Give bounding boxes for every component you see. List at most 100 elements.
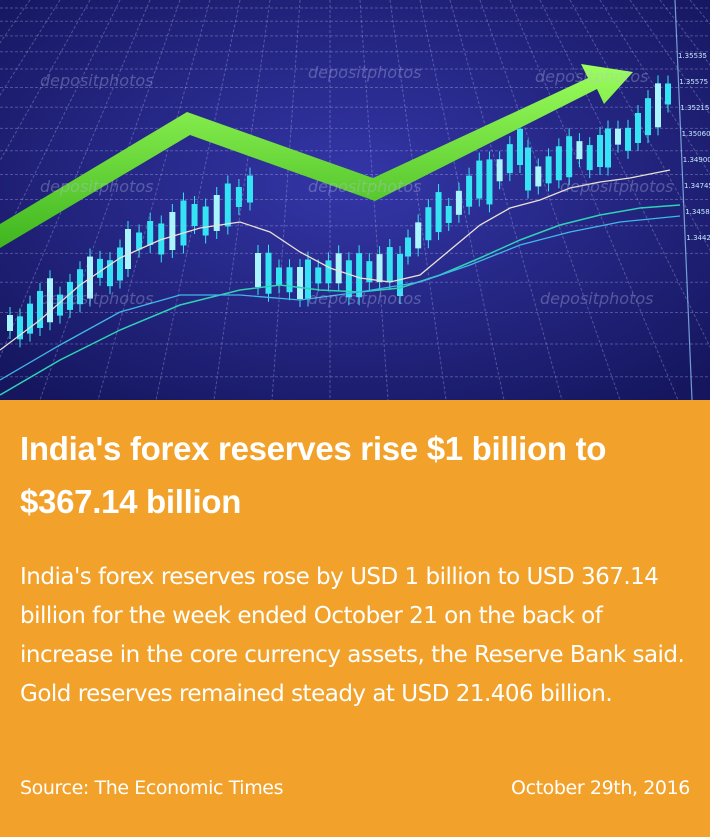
candle-body xyxy=(67,281,73,310)
candle-body xyxy=(665,83,671,105)
candle-body xyxy=(386,247,393,283)
grid-line-vertical xyxy=(0,0,121,247)
grid-line-vertical xyxy=(509,0,679,400)
candle-body xyxy=(397,254,403,296)
candle-body xyxy=(566,136,573,178)
price-scale: 1.35535 1.35575 1.35215 1.35060 1.34900 1.347… xyxy=(674,0,710,400)
grid-line-vertical xyxy=(389,0,447,400)
candle-body xyxy=(555,146,562,181)
watermark-text: depositphotos xyxy=(308,289,421,308)
candle-body xyxy=(57,294,63,316)
candle-body xyxy=(435,192,442,233)
candle-body xyxy=(335,253,342,284)
candle-body xyxy=(180,200,187,246)
grid-line-vertical xyxy=(539,0,710,349)
candle-body xyxy=(615,128,621,145)
moving-average-line-cyan xyxy=(0,215,681,381)
grid-line-vertical xyxy=(39,0,181,400)
candle-body xyxy=(265,252,272,294)
candle-body xyxy=(405,237,411,257)
publish-date: October 29th, 2016 xyxy=(511,777,690,799)
candle-body xyxy=(169,212,176,250)
candle-body xyxy=(147,221,154,245)
candle-body xyxy=(297,267,303,299)
candle-body xyxy=(345,260,352,298)
candle-body xyxy=(7,315,13,331)
candle-body xyxy=(625,127,631,151)
grid-line-vertical xyxy=(213,0,271,400)
article-panel: India's forex reserves rise $1 billion t… xyxy=(0,400,710,837)
candle-body xyxy=(597,135,603,167)
candle-body xyxy=(415,222,422,249)
watermark-text: depositphotos xyxy=(560,177,673,196)
candle-body xyxy=(255,253,261,287)
candle-body xyxy=(47,278,53,323)
article-body: India's forex reserves rose by USD 1 bil… xyxy=(20,564,685,707)
candle-body xyxy=(476,160,483,199)
candle-body xyxy=(27,303,33,334)
candle-body xyxy=(525,147,531,191)
candle-body xyxy=(305,259,311,299)
grid-line-vertical xyxy=(569,0,710,252)
candle-body xyxy=(224,183,231,227)
stock-chart-illustration: 1.35535 1.35575 1.35215 1.35060 1.34900 1.347… xyxy=(0,0,710,400)
candle-body xyxy=(445,205,452,223)
candle-body xyxy=(286,267,293,293)
candle-body xyxy=(17,316,23,340)
candle-body xyxy=(486,159,493,205)
candle-body xyxy=(455,190,462,215)
footer: Source: The Economic Times October 29th,… xyxy=(20,777,690,799)
candle-body xyxy=(191,204,198,226)
candle-body xyxy=(107,260,113,287)
headline: India's forex reserves rise $1 billion t… xyxy=(20,430,607,520)
moving-average-line-teal xyxy=(0,204,681,396)
candle-body xyxy=(97,258,103,278)
grid-line-vertical xyxy=(271,0,301,400)
scale-tick-label: 1.35535 xyxy=(678,52,707,60)
candle-body xyxy=(202,206,209,236)
candle-body xyxy=(276,267,282,286)
candle-body xyxy=(235,187,242,207)
candle-body xyxy=(605,128,611,168)
candle-body xyxy=(506,144,513,174)
scale-tick-label: 1.35060 xyxy=(682,130,710,138)
candle-body xyxy=(77,269,83,305)
candle-body xyxy=(125,229,131,269)
candle-body xyxy=(517,129,523,165)
candle-body xyxy=(315,267,322,284)
candle-body xyxy=(635,113,641,143)
scale-tick-label: 1.35215 xyxy=(680,104,709,112)
candle-body xyxy=(117,247,123,281)
candle-body xyxy=(655,83,661,128)
candle-body xyxy=(496,159,503,182)
hero-image: 1.35535 1.35575 1.35215 1.35060 1.34900 1.347… xyxy=(0,0,710,400)
watermark-text: depositphotos xyxy=(535,67,648,86)
grid-line-vertical xyxy=(0,0,91,162)
candle-body xyxy=(366,261,373,283)
watermark-text: depositphotos xyxy=(40,177,153,196)
watermark-text: depositphotos xyxy=(40,289,153,308)
scale-tick-label: 1.34585 xyxy=(685,208,710,216)
grid-line-vertical xyxy=(155,0,241,400)
candle-body xyxy=(466,175,473,207)
candle-body xyxy=(247,175,253,203)
grid-line-vertical xyxy=(629,0,710,116)
watermark-text: depositphotos xyxy=(540,289,653,308)
candle-body xyxy=(37,290,43,328)
candle-body xyxy=(535,166,542,187)
candle-body xyxy=(356,253,363,298)
watermark-text: depositphotos xyxy=(308,177,421,196)
scale-tick-label: 1.34425 xyxy=(686,234,710,242)
candle-body xyxy=(136,232,143,250)
scale-axis xyxy=(674,0,693,400)
trend-arrow xyxy=(0,64,633,248)
scale-tick-label: 1.34745 xyxy=(684,182,710,190)
source-credit: Source: The Economic Times xyxy=(20,777,284,799)
watermarks: depositphotos depositphotos depositphoto… xyxy=(40,63,673,308)
grid-line-vertical xyxy=(419,0,505,400)
candle-body xyxy=(425,207,432,241)
scale-tick-label: 1.35575 xyxy=(679,78,708,86)
candle-body xyxy=(586,145,593,171)
scale-tick-label: 1.34900 xyxy=(683,156,710,164)
candle-body xyxy=(576,141,583,160)
